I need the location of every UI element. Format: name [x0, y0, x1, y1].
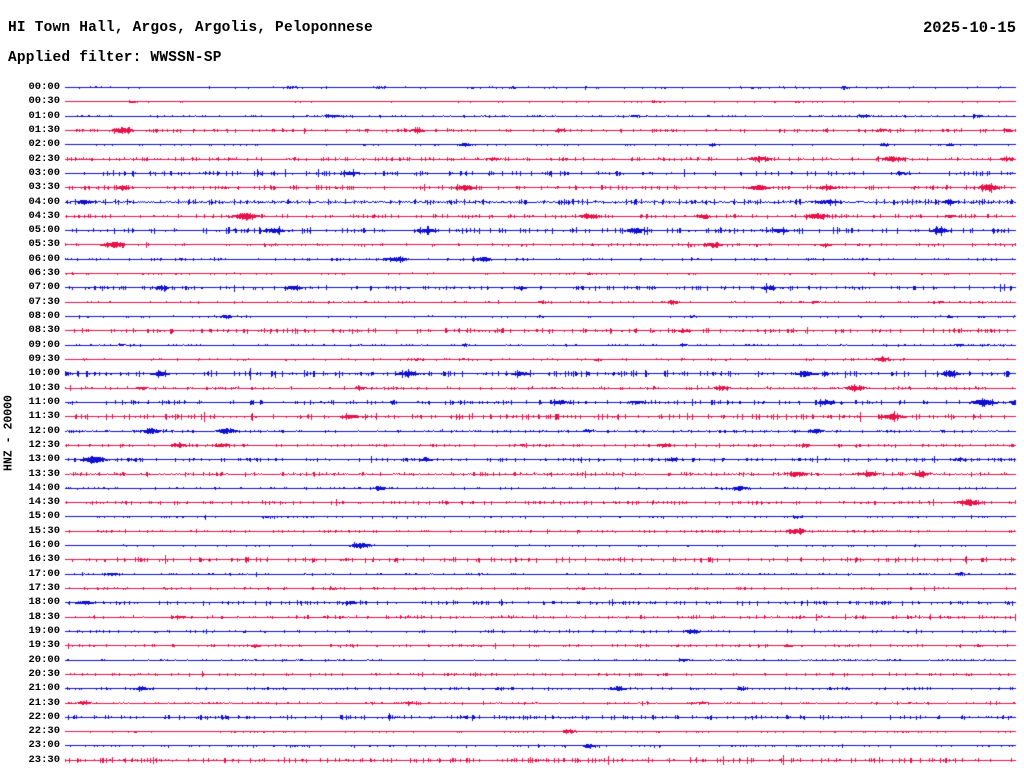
helicorder-view: HI Town Hall, Argos, Argolis, Peloponnes…	[0, 0, 1024, 780]
trace-canvas[interactable]	[0, 0, 1024, 780]
